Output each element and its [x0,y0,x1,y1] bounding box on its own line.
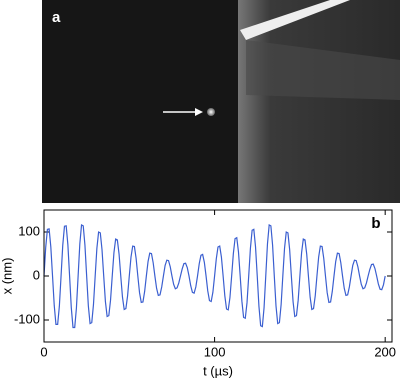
y-tick-label: -100 [14,311,40,326]
panel-label: b [371,215,380,232]
micrograph: a [42,0,400,203]
particle [207,108,215,116]
chart: 0 100 200 -100 0 100 b t (µs) x (nm) [0,209,396,378]
x-tick-label: 200 [374,344,396,359]
plot-frame [43,209,393,343]
panel-label: a [52,9,61,26]
haze [246,40,400,100]
data-line [43,224,386,329]
bright-region [238,0,400,203]
x-axis-label: t (µs) [203,363,233,378]
y-tick-label: 0 [33,267,40,282]
y-tick-label: 100 [18,223,40,238]
bright-streak [240,0,350,40]
x-tick-label: 100 [204,344,226,359]
y-axis-label: x (nm) [0,258,14,295]
arrow-head [195,108,203,116]
x-tick-label: 0 [40,344,47,359]
